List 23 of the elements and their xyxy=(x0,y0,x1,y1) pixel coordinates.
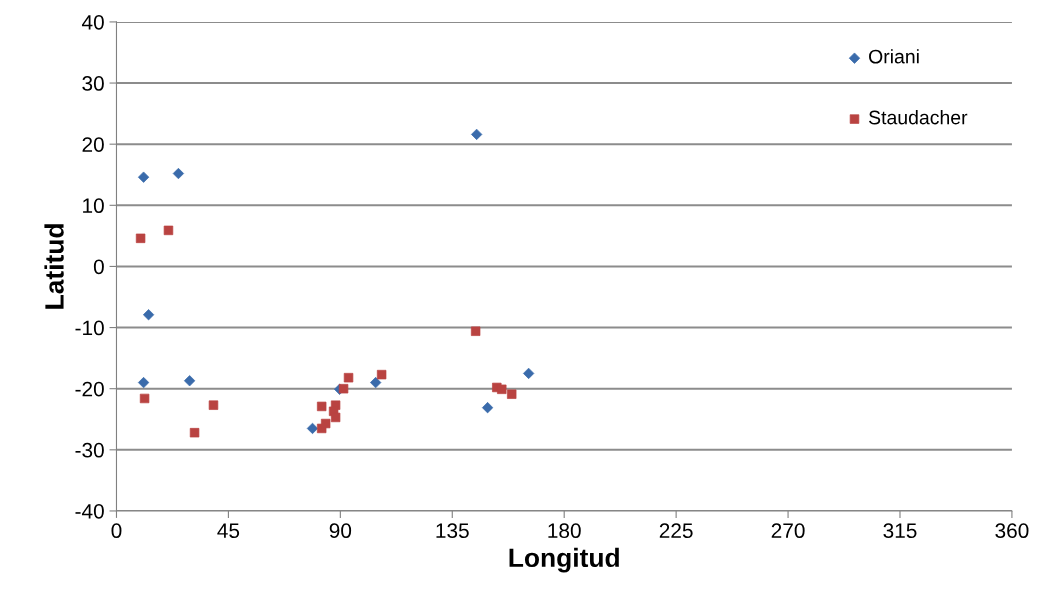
y-tick-label: -10 xyxy=(75,320,104,336)
y-tick-label: 20 xyxy=(82,137,104,152)
x-tick-label: 360 xyxy=(995,523,1029,539)
legend-label: Oriani xyxy=(869,49,919,64)
y-tick-label: 0 xyxy=(93,259,104,275)
x-tick-label: 315 xyxy=(883,523,917,539)
y-tick-label: 10 xyxy=(83,198,104,214)
x-tick-label: 90 xyxy=(329,523,352,539)
x-tick-label: 225 xyxy=(659,523,693,539)
x-axis-title: Longitud xyxy=(509,547,619,573)
x-tick-label: 0 xyxy=(111,523,122,539)
y-tick-label: 40 xyxy=(81,14,104,30)
x-tick-label: 135 xyxy=(436,523,469,539)
y-axis-title: Latitud xyxy=(44,224,64,309)
y-tick-label: -20 xyxy=(75,381,104,397)
y-tick-label: -40 xyxy=(75,503,104,519)
y-tick-label: 30 xyxy=(82,76,104,91)
legend-label: Staudacher xyxy=(868,110,968,125)
y-tick-label: -30 xyxy=(75,442,104,458)
x-tick-label: 180 xyxy=(548,523,581,539)
x-tick-label: 45 xyxy=(217,523,240,539)
point xyxy=(137,376,150,389)
x-tick-label: 270 xyxy=(771,523,805,539)
